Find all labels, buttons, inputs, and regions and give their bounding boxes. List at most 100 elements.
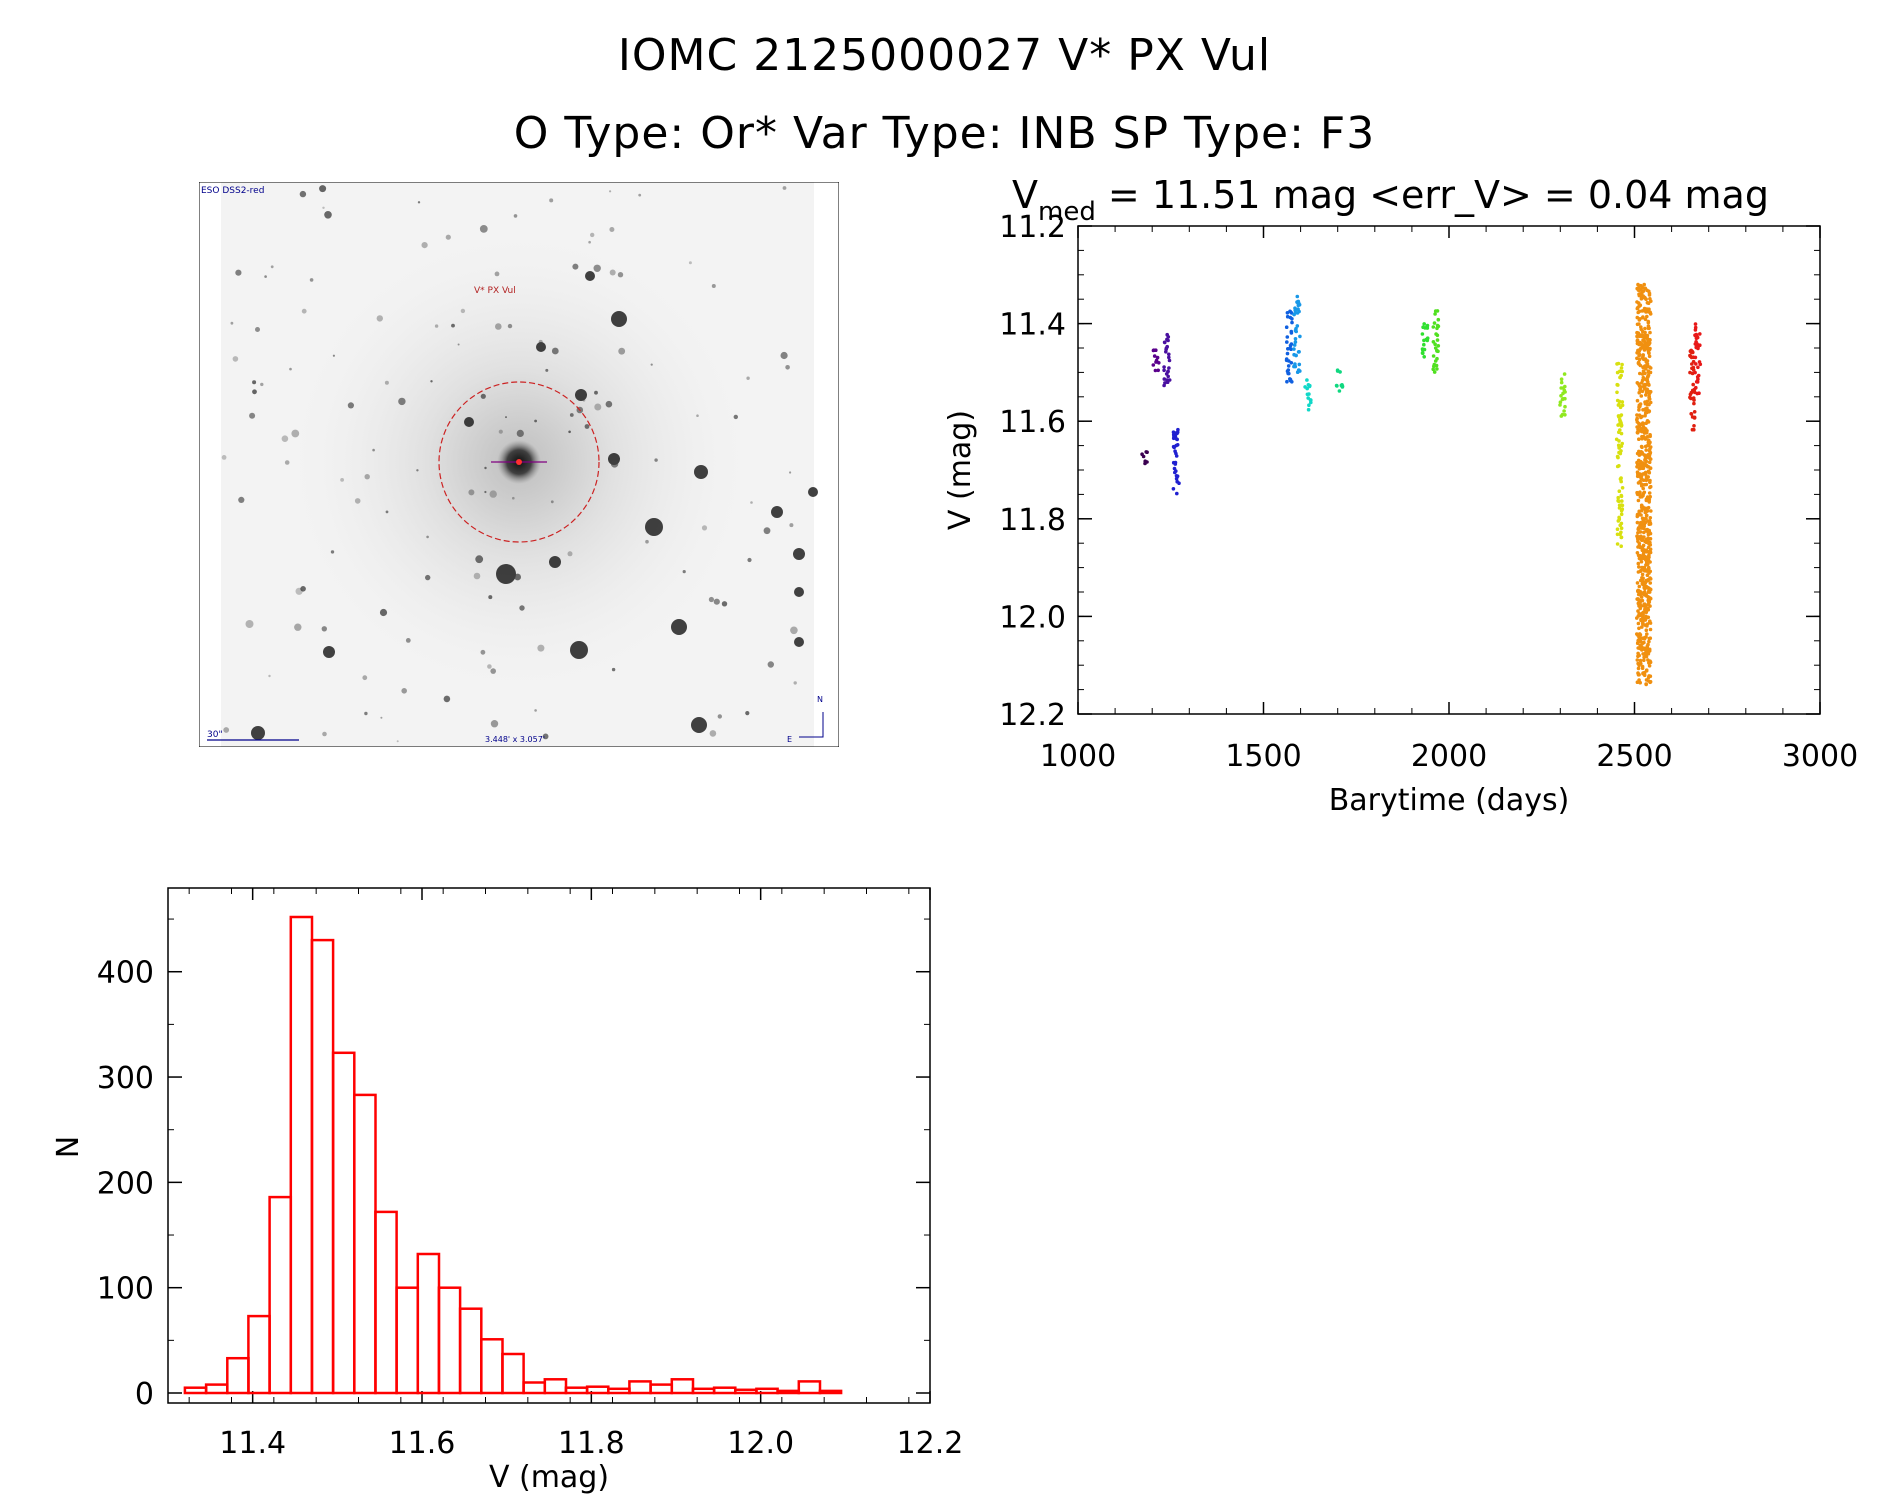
field-star — [252, 389, 257, 395]
lc-point — [1561, 397, 1565, 401]
lc-point — [1645, 387, 1649, 392]
field-star — [570, 641, 588, 659]
lc-point — [1616, 383, 1620, 387]
lc-point — [1638, 569, 1643, 573]
lc-point — [1648, 636, 1653, 640]
lc-point — [1647, 310, 1652, 314]
lc-point — [1644, 482, 1649, 487]
lc-point — [1636, 614, 1641, 618]
field-star — [238, 496, 245, 503]
lc-point — [1641, 315, 1645, 320]
hist-x-tick-label: 11.6 — [389, 1426, 456, 1461]
lc-point — [1636, 592, 1641, 597]
lc-point — [1636, 651, 1640, 656]
field-star — [505, 416, 507, 419]
lc-point — [1164, 347, 1168, 352]
lc-point — [1692, 401, 1696, 406]
lc-point — [1642, 282, 1646, 287]
field-star — [785, 365, 790, 370]
lc-point — [1636, 654, 1640, 659]
lc-point — [1643, 341, 1647, 346]
field-star — [364, 474, 370, 480]
lc-point — [1647, 491, 1652, 495]
field-star — [682, 570, 686, 574]
field-star — [708, 596, 714, 603]
field-stars — [221, 185, 818, 743]
lc-point — [1693, 325, 1698, 330]
lc-point — [1177, 481, 1181, 486]
field-star — [484, 490, 487, 494]
lc-point — [1639, 559, 1644, 564]
lc-point — [1636, 531, 1640, 535]
lc-point — [1642, 295, 1647, 300]
lc-point — [1295, 294, 1300, 299]
lc-points — [1140, 282, 1703, 687]
lc-point — [1619, 521, 1624, 526]
field-star — [650, 363, 653, 366]
field-star — [721, 601, 728, 607]
lc-point — [1167, 358, 1172, 363]
lc-title-rest: = 11.51 mag <err_V> = 0.04 mag — [1096, 173, 1769, 217]
lc-point — [1644, 606, 1648, 610]
lc-point — [1642, 646, 1647, 651]
field-star — [379, 608, 388, 617]
lc-point — [1558, 400, 1563, 404]
lc-point — [1644, 528, 1649, 532]
field-star — [767, 661, 774, 668]
lc-point — [1166, 335, 1171, 339]
lc-point — [1693, 355, 1698, 360]
lc-point — [1647, 354, 1652, 359]
lc-point — [1637, 352, 1642, 357]
lc-point — [1616, 403, 1621, 407]
lc-point — [1294, 311, 1298, 315]
lc-point — [1171, 444, 1176, 449]
lc-point — [1646, 324, 1651, 328]
lc-point — [1641, 334, 1645, 338]
hist-bar — [289, 915, 314, 1395]
field-star — [490, 668, 497, 674]
lc-point — [1648, 484, 1653, 489]
scale-label: 30" — [207, 730, 223, 740]
lc-point — [1641, 365, 1645, 370]
field-star — [549, 198, 554, 203]
lc-point — [1647, 395, 1651, 400]
hist-bar — [755, 1387, 779, 1395]
lc-point — [1647, 383, 1651, 387]
lc-point — [1646, 420, 1651, 424]
field-star — [584, 424, 590, 429]
field-star — [223, 727, 230, 733]
lc-point — [1644, 509, 1649, 514]
field-star — [638, 193, 642, 197]
lc-point — [1695, 375, 1700, 379]
field-star — [232, 356, 239, 362]
hist-x-tick-label: 12.0 — [727, 1426, 794, 1461]
field-star — [249, 412, 256, 419]
field-star — [322, 731, 327, 737]
lc-point — [1643, 326, 1647, 331]
lc-point — [1635, 514, 1640, 519]
field-star — [235, 269, 242, 276]
lc-point — [1643, 586, 1647, 591]
aperture-circle — [438, 381, 600, 543]
field-star — [542, 733, 549, 740]
field-star — [451, 323, 455, 328]
field-star — [332, 354, 335, 357]
field-star — [443, 695, 451, 703]
lc-point — [1643, 580, 1647, 584]
lc-point — [1174, 451, 1178, 456]
lc-point — [1154, 360, 1158, 364]
lc-point — [1292, 352, 1296, 357]
lc-point — [1648, 581, 1653, 585]
lc-point — [1696, 365, 1700, 370]
lc-point — [1648, 370, 1653, 375]
lc-point — [1648, 674, 1653, 678]
field-star — [380, 716, 383, 719]
lc-point — [1635, 474, 1640, 479]
field-star — [609, 227, 615, 232]
field-star — [489, 490, 497, 498]
lc-point — [1635, 536, 1640, 541]
field-star — [789, 471, 792, 474]
lc-point — [1285, 351, 1290, 356]
lc-point — [1648, 440, 1652, 445]
lc-point — [1644, 431, 1649, 435]
